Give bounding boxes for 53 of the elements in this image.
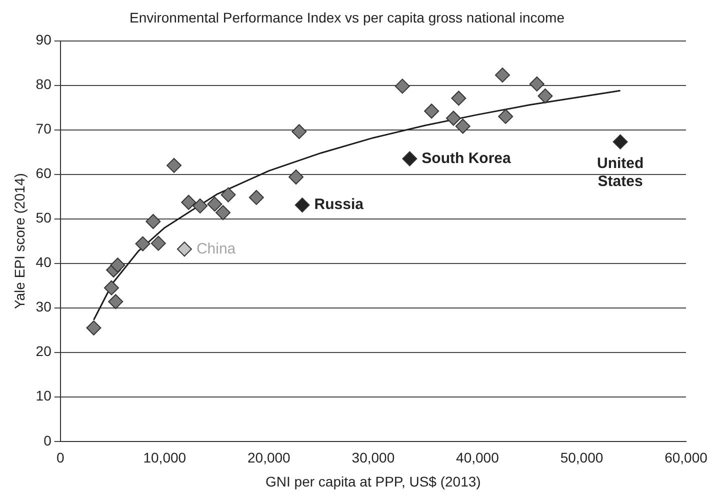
point: [135, 236, 150, 252]
x-tick-label: 20,000: [248, 450, 291, 466]
point: [192, 198, 208, 214]
point: [446, 110, 461, 126]
point: [529, 76, 544, 92]
point: [498, 108, 514, 124]
point: [181, 194, 196, 210]
point: [494, 68, 510, 83]
annotation: China: [196, 240, 236, 258]
annotation: United States: [596, 154, 644, 190]
point: [220, 187, 236, 202]
point: [424, 104, 440, 119]
chart-title: Environmental Performance Index vs per capita gross national income: [130, 9, 565, 26]
x-tick-label: 50,000: [560, 450, 604, 466]
point: [288, 170, 304, 185]
point: [612, 134, 628, 150]
x-tick-label: 40,000: [456, 450, 500, 466]
point: [292, 124, 307, 140]
point: [104, 280, 119, 296]
x-tick-label: 10,000: [143, 450, 186, 466]
y-tick-label: 30: [36, 298, 52, 315]
point: [538, 88, 553, 104]
x-tick-label: 30,000: [352, 450, 395, 466]
y-tick-label: 20: [36, 343, 52, 360]
x-tick-label: 0: [56, 450, 64, 466]
point: [108, 294, 124, 310]
point: [146, 214, 161, 230]
y-tick-label: 60: [36, 165, 52, 182]
y-tick-label: 40: [36, 254, 52, 270]
y-axis-title: Yale EPI score (2014): [11, 173, 28, 310]
y-tick-label: 50: [36, 210, 52, 226]
point: [451, 90, 466, 106]
point: [216, 205, 231, 220]
y-tick-label: 80: [36, 76, 52, 92]
point: [110, 258, 126, 273]
y-tick-label: 10: [36, 388, 52, 404]
point: [248, 190, 264, 205]
x-tick-label: 60,000: [664, 450, 708, 466]
point: [150, 236, 166, 251]
point: [394, 78, 410, 94]
point: [166, 158, 182, 173]
x-axis-title: GNI per capita at PPP, US$ (2013): [266, 473, 481, 490]
y-tick-label: 0: [44, 432, 52, 448]
point: [402, 151, 418, 166]
annotation: South Korea: [422, 150, 512, 167]
point: [294, 198, 310, 213]
point: [86, 320, 102, 336]
point: [455, 118, 470, 134]
point: [207, 196, 222, 212]
point: [176, 242, 192, 257]
annotation: Russia: [314, 196, 364, 214]
y-tick-label: 90: [36, 32, 52, 48]
y-tick-label: 70: [36, 120, 52, 137]
